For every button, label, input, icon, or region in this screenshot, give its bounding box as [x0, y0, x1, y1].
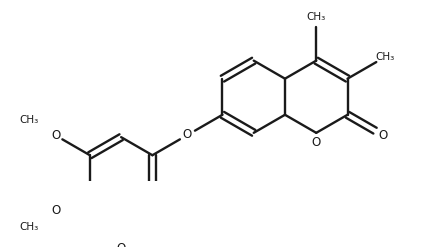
Text: CH₃: CH₃ — [306, 12, 326, 22]
Text: O: O — [183, 128, 192, 142]
Text: O: O — [378, 129, 388, 142]
Text: O: O — [116, 242, 126, 247]
Text: CH₃: CH₃ — [19, 222, 38, 232]
Text: O: O — [51, 204, 61, 217]
Text: CH₃: CH₃ — [19, 115, 38, 125]
Text: CH₃: CH₃ — [375, 52, 395, 62]
Text: O: O — [312, 136, 321, 149]
Text: O: O — [51, 129, 61, 142]
